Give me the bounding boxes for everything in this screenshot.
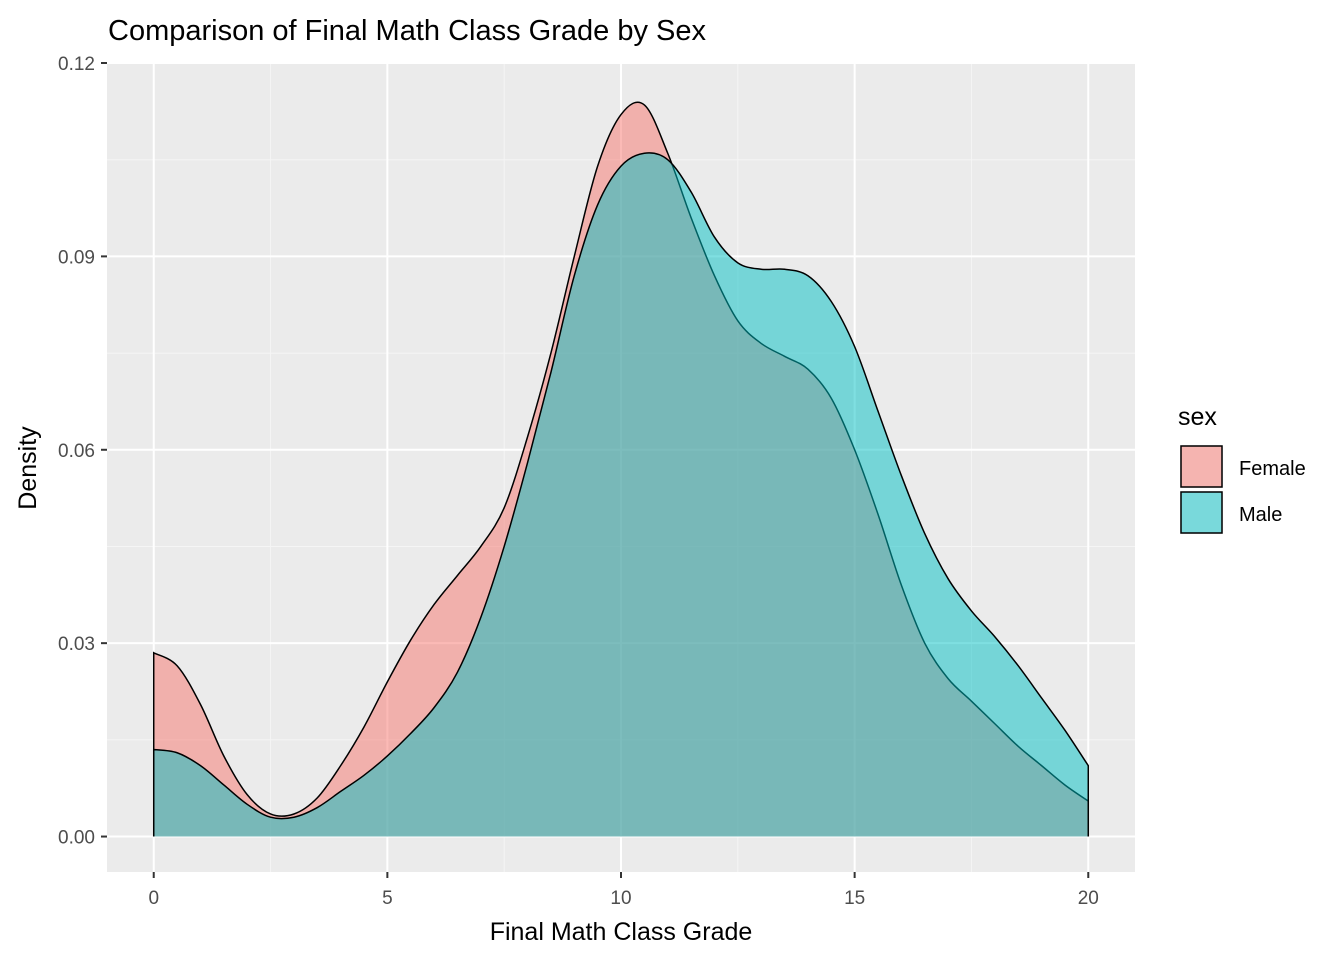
y-axis: 0.00 0.03 0.06 0.09 0.12 (58, 54, 107, 849)
legend-title: sex (1178, 403, 1217, 431)
legend-swatch-male (1180, 491, 1223, 534)
x-tick-label: 5 (382, 888, 393, 909)
density-areas (152, 101, 1090, 837)
legend-label-female: Female (1239, 458, 1306, 480)
y-axis-label: Density (14, 426, 42, 510)
y-tick-label: 0.12 (58, 54, 95, 75)
x-axis: 0 5 10 15 20 (148, 872, 1099, 909)
legend: sex Female Male (1178, 403, 1306, 534)
y-tick-label: 0.00 (58, 828, 95, 849)
density-area-male (153, 152, 1089, 837)
legend-swatch-female (1180, 445, 1223, 488)
y-tick-label: 0.09 (58, 247, 95, 268)
legend-label-male: Male (1239, 504, 1282, 526)
density-outline-male (152, 152, 1090, 837)
x-tick-label: 20 (1078, 888, 1099, 909)
x-tick-label: 0 (148, 888, 159, 909)
chart-title: Comparison of Final Math Class Grade by … (108, 15, 706, 47)
y-tick-label: 0.06 (58, 441, 95, 462)
x-tick-label: 15 (844, 888, 865, 909)
x-tick-label: 10 (610, 888, 631, 909)
x-axis-label: Final Math Class Grade (490, 918, 753, 946)
y-tick-label: 0.03 (58, 634, 95, 655)
